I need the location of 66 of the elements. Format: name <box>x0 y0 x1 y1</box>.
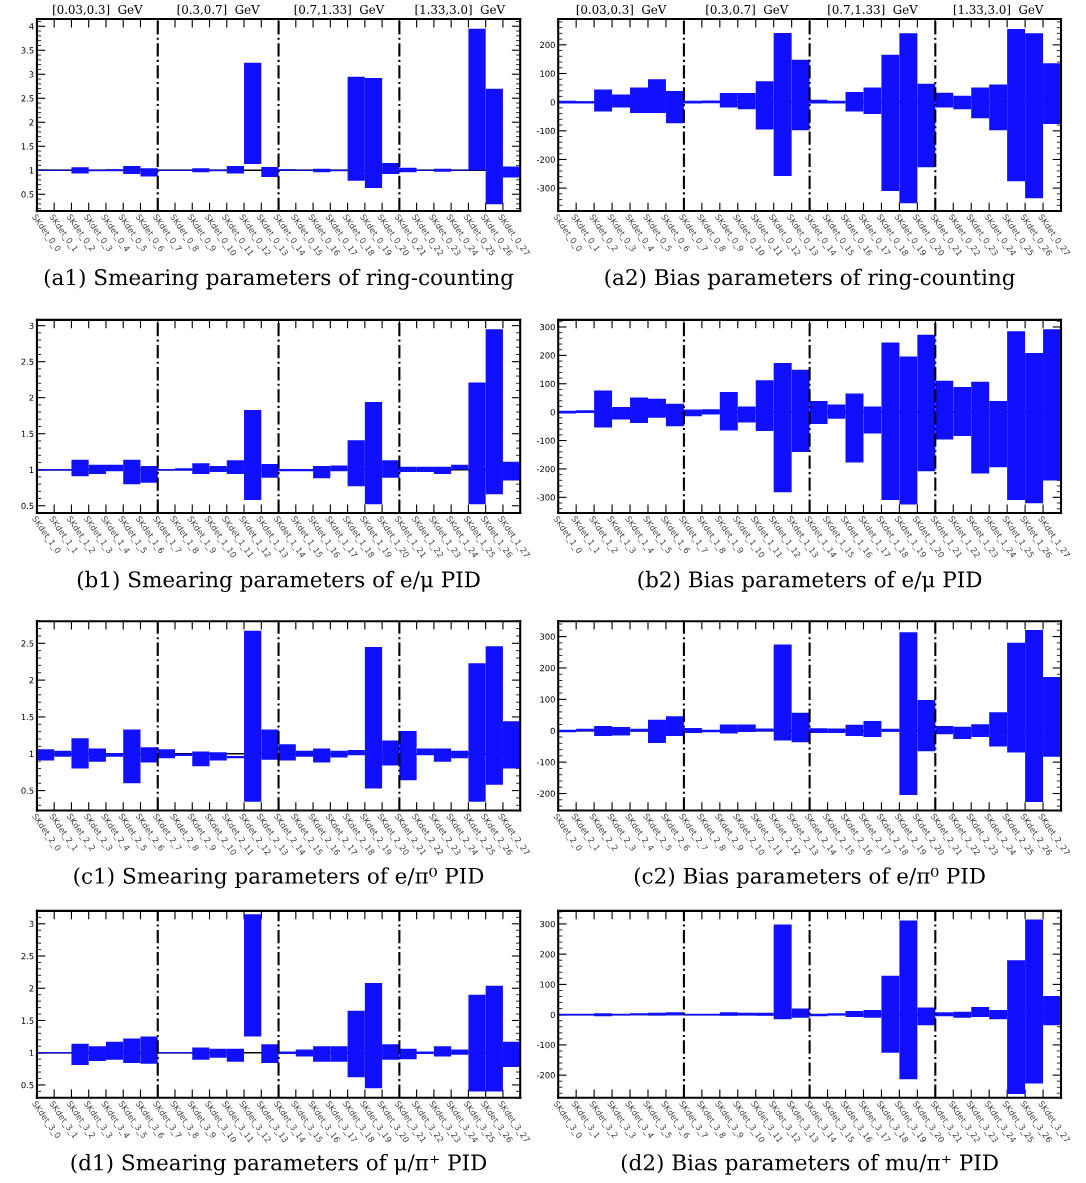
y-tick-label: 100 <box>540 981 555 988</box>
y-tick-label: 3 <box>29 71 34 78</box>
y-tick-label: 1.5 <box>21 430 34 437</box>
y-tick-label: 2.5 <box>21 358 34 365</box>
y-tick-label: 2 <box>29 394 34 401</box>
y-tick-label: 1.5 <box>21 143 34 150</box>
y-tick-label: 0.5 <box>21 191 34 198</box>
text: [0.7,1.33] GeV <box>294 4 385 16</box>
y-tick-label: 200 <box>540 951 555 958</box>
y-tick-label: 3 <box>29 920 34 928</box>
text: [1.33,3.0] GeV <box>415 4 506 16</box>
y-tick-label: -200 <box>536 790 555 797</box>
x-axis-title: (b2) Bias parameters of e/μ PID <box>638 570 982 592</box>
y-tick-label: -100 <box>536 437 555 444</box>
y-tick-label: 1 <box>29 1049 34 1056</box>
y-tick-label: -200 <box>536 156 555 163</box>
text: [0.03,0.3] GeV <box>576 4 667 16</box>
y-tick-label: 2 <box>29 985 34 992</box>
y-tick-label: 0 <box>550 409 555 416</box>
y-tick-label: 2 <box>29 119 34 126</box>
x-axis-title: (b1) Smearing parameters of e/μ PID <box>77 570 480 593</box>
y-tick-label: 0 <box>550 99 555 106</box>
y-tick-label: -100 <box>536 127 555 135</box>
y-tick-label: 300 <box>540 633 555 640</box>
y-tick-label: -100 <box>536 1041 555 1049</box>
y-tick-label: -300 <box>536 494 555 501</box>
x-axis-title: (c1) Smearing parameters of e/π⁰ PID <box>74 867 484 889</box>
y-tick-label: 3.5 <box>21 47 34 54</box>
y-tick-label: 200 <box>540 352 555 359</box>
y-tick-label: 100 <box>540 380 555 388</box>
x-axis-title: (d2) Bias parameters of mu/π⁺ PID <box>621 1153 998 1175</box>
y-tick-label: -200 <box>536 1072 555 1079</box>
y-tick-label: 1.5 <box>21 714 34 721</box>
x-axis-title: (a2) Bias parameters of ring-counting <box>605 268 1015 290</box>
text: [0.3,0.7] GeV <box>706 4 789 16</box>
y-tick-label: 1 <box>29 167 34 174</box>
y-tick-label: -100 <box>536 759 555 766</box>
y-tick-label: 1 <box>29 466 34 473</box>
y-tick-label: -200 <box>536 465 555 473</box>
y-tick-label: 0 <box>550 1011 555 1018</box>
y-tick-label: 1 <box>29 750 34 757</box>
y-tick-label: 2 <box>29 677 34 684</box>
x-axis-title: (d1) Smearing parameters of μ/π⁺ PID <box>71 1153 487 1176</box>
y-tick-label: 0.5 <box>21 502 34 510</box>
y-tick-label: 300 <box>540 323 555 331</box>
y-tick-label: 1.5 <box>21 1017 34 1024</box>
y-tick-label: 100 <box>540 696 555 703</box>
text: [0.7,1.33] GeV <box>828 4 918 16</box>
y-tick-label: 2.5 <box>21 953 34 960</box>
y-tick-label: 200 <box>540 664 555 672</box>
y-tick-label: 4 <box>29 23 34 30</box>
x-axis-title: (c2) Bias parameters of e/π⁰ PID <box>634 867 985 889</box>
text: [1.33,3.0] GeV <box>953 4 1044 16</box>
y-tick-label: 300 <box>540 920 555 928</box>
y-tick-label: 0 <box>550 727 555 735</box>
y-tick-label: -300 <box>536 185 555 192</box>
y-tick-label: 0.5 <box>21 787 34 794</box>
y-tick-label: 2.5 <box>21 95 34 102</box>
text: [0.3,0.7] GeV <box>177 4 260 16</box>
y-tick-label: 2.5 <box>21 640 34 647</box>
x-axis-title: (a1) Smearing parameters of ring-counting <box>44 268 514 290</box>
text: [0.03,0.3] GeV <box>53 4 143 16</box>
y-tick-label: 100 <box>540 70 555 77</box>
y-tick-label: 200 <box>540 41 555 49</box>
y-tick-label: 0.5 <box>21 1081 34 1089</box>
y-tick-label: 3 <box>29 322 34 329</box>
